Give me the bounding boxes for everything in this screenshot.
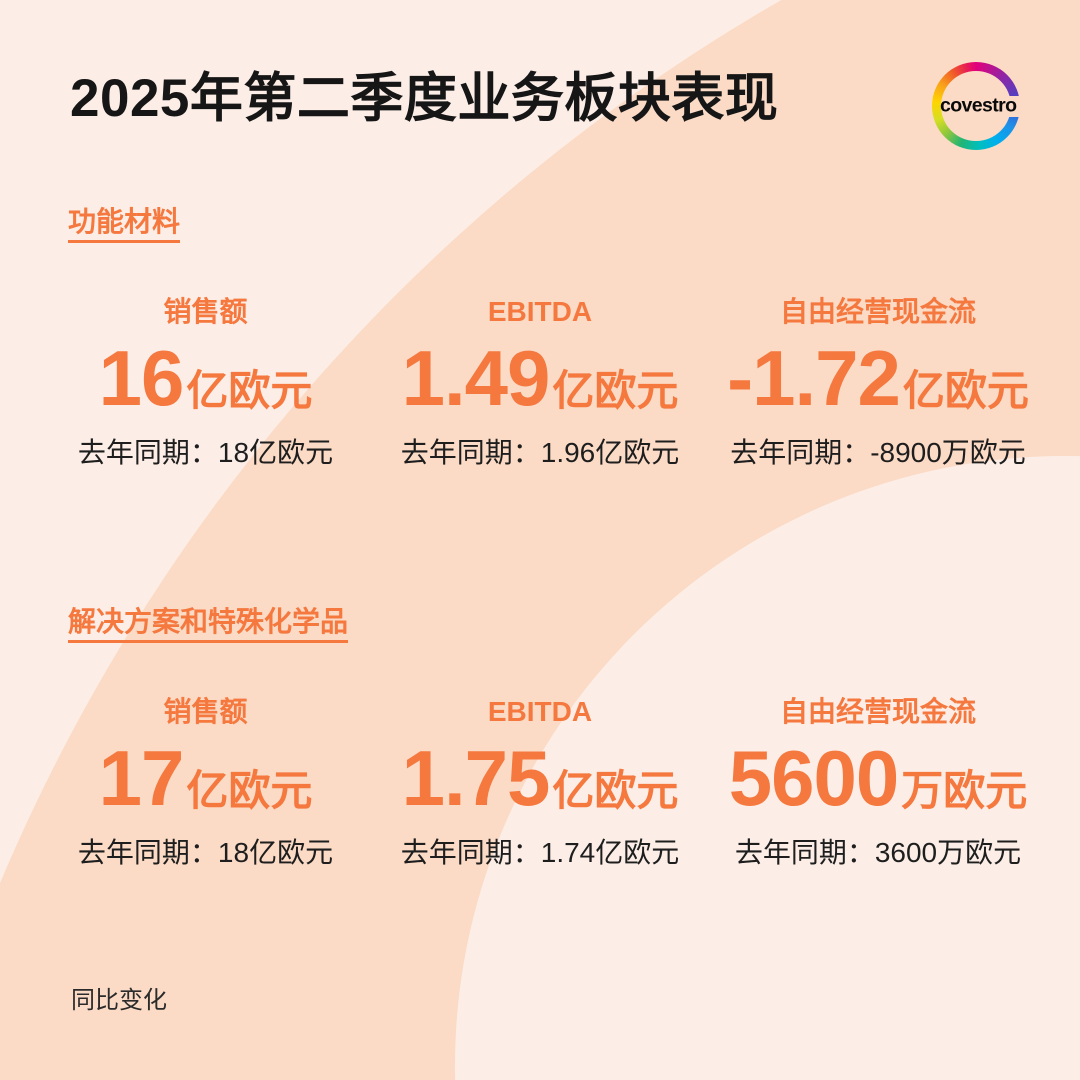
metrics-row-performance-materials: 销售额 16亿欧元 去年同期：18亿欧元 EBITDA 1.49亿欧元 去年同期… <box>0 297 1080 482</box>
metric-unit: 亿欧元 <box>552 767 679 814</box>
covestro-wordmark: covestro <box>940 94 1017 117</box>
metric-label: 销售额 <box>163 296 248 327</box>
metric-prior-year: 去年同期：-8900万欧元 <box>730 437 1026 468</box>
metric-prior-year: 去年同期：3600万欧元 <box>734 837 1022 868</box>
metric-unit: 万欧元 <box>901 767 1028 814</box>
metric-number: -1.72 <box>727 334 901 422</box>
metric-label: 自由经营现金流 <box>779 296 976 327</box>
metric-number: 5600 <box>728 734 900 822</box>
section-title-solutions-specialties: 解决方案和特殊化学品 <box>68 606 349 637</box>
metric-number: 1.49 <box>401 334 551 422</box>
metric-unit: 亿欧元 <box>186 367 313 414</box>
metric-ebitda: EBITDA 1.75亿欧元 去年同期：1.74亿欧元 <box>385 697 695 868</box>
metric-number: 17 <box>98 734 185 822</box>
metric-free-cash-flow: 自由经营现金流 -1.72亿欧元 去年同期：-8900万欧元 <box>718 297 1038 468</box>
page-title: 2025年第二季度业务板块表现 <box>70 69 779 128</box>
metric-free-cash-flow: 自由经营现金流 5600万欧元 去年同期：3600万欧元 <box>718 697 1038 868</box>
metric-unit: 亿欧元 <box>186 767 313 814</box>
metric-value: 16亿欧元 <box>48 339 363 417</box>
metric-prior-year: 去年同期：1.96亿欧元 <box>400 437 680 468</box>
footnote: 同比变化 <box>71 987 167 1014</box>
metric-value: 1.49亿欧元 <box>385 339 695 417</box>
metric-label: 销售额 <box>163 696 248 727</box>
metrics-row-solutions-specialties: 销售额 17亿欧元 去年同期：18亿欧元 EBITDA 1.75亿欧元 去年同期… <box>0 697 1080 882</box>
metric-prior-year: 去年同期：1.74亿欧元 <box>400 837 680 868</box>
metric-prior-year: 去年同期：18亿欧元 <box>77 837 334 868</box>
metric-value: 1.75亿欧元 <box>385 739 695 817</box>
metric-sales: 销售额 16亿欧元 去年同期：18亿欧元 <box>48 297 363 468</box>
metric-value: 5600万欧元 <box>718 739 1038 817</box>
section-title-performance-materials: 功能材料 <box>68 206 181 237</box>
metric-ebitda: EBITDA 1.49亿欧元 去年同期：1.96亿欧元 <box>385 297 695 468</box>
metric-prior-year: 去年同期：18亿欧元 <box>77 437 334 468</box>
metric-unit: 亿欧元 <box>902 367 1029 414</box>
metric-label: EBITDA <box>487 296 593 327</box>
metric-value: -1.72亿欧元 <box>718 339 1038 417</box>
logo-ring-gap <box>1007 96 1023 117</box>
metric-label: 自由经营现金流 <box>779 696 976 727</box>
metric-value: 17亿欧元 <box>48 739 363 817</box>
metric-unit: 亿欧元 <box>552 367 679 414</box>
metric-label: EBITDA <box>487 696 593 727</box>
metric-number: 1.75 <box>401 734 551 822</box>
covestro-logo-icon: covestro <box>932 62 1023 150</box>
metric-sales: 销售额 17亿欧元 去年同期：18亿欧元 <box>48 697 363 868</box>
metric-number: 16 <box>98 334 185 422</box>
